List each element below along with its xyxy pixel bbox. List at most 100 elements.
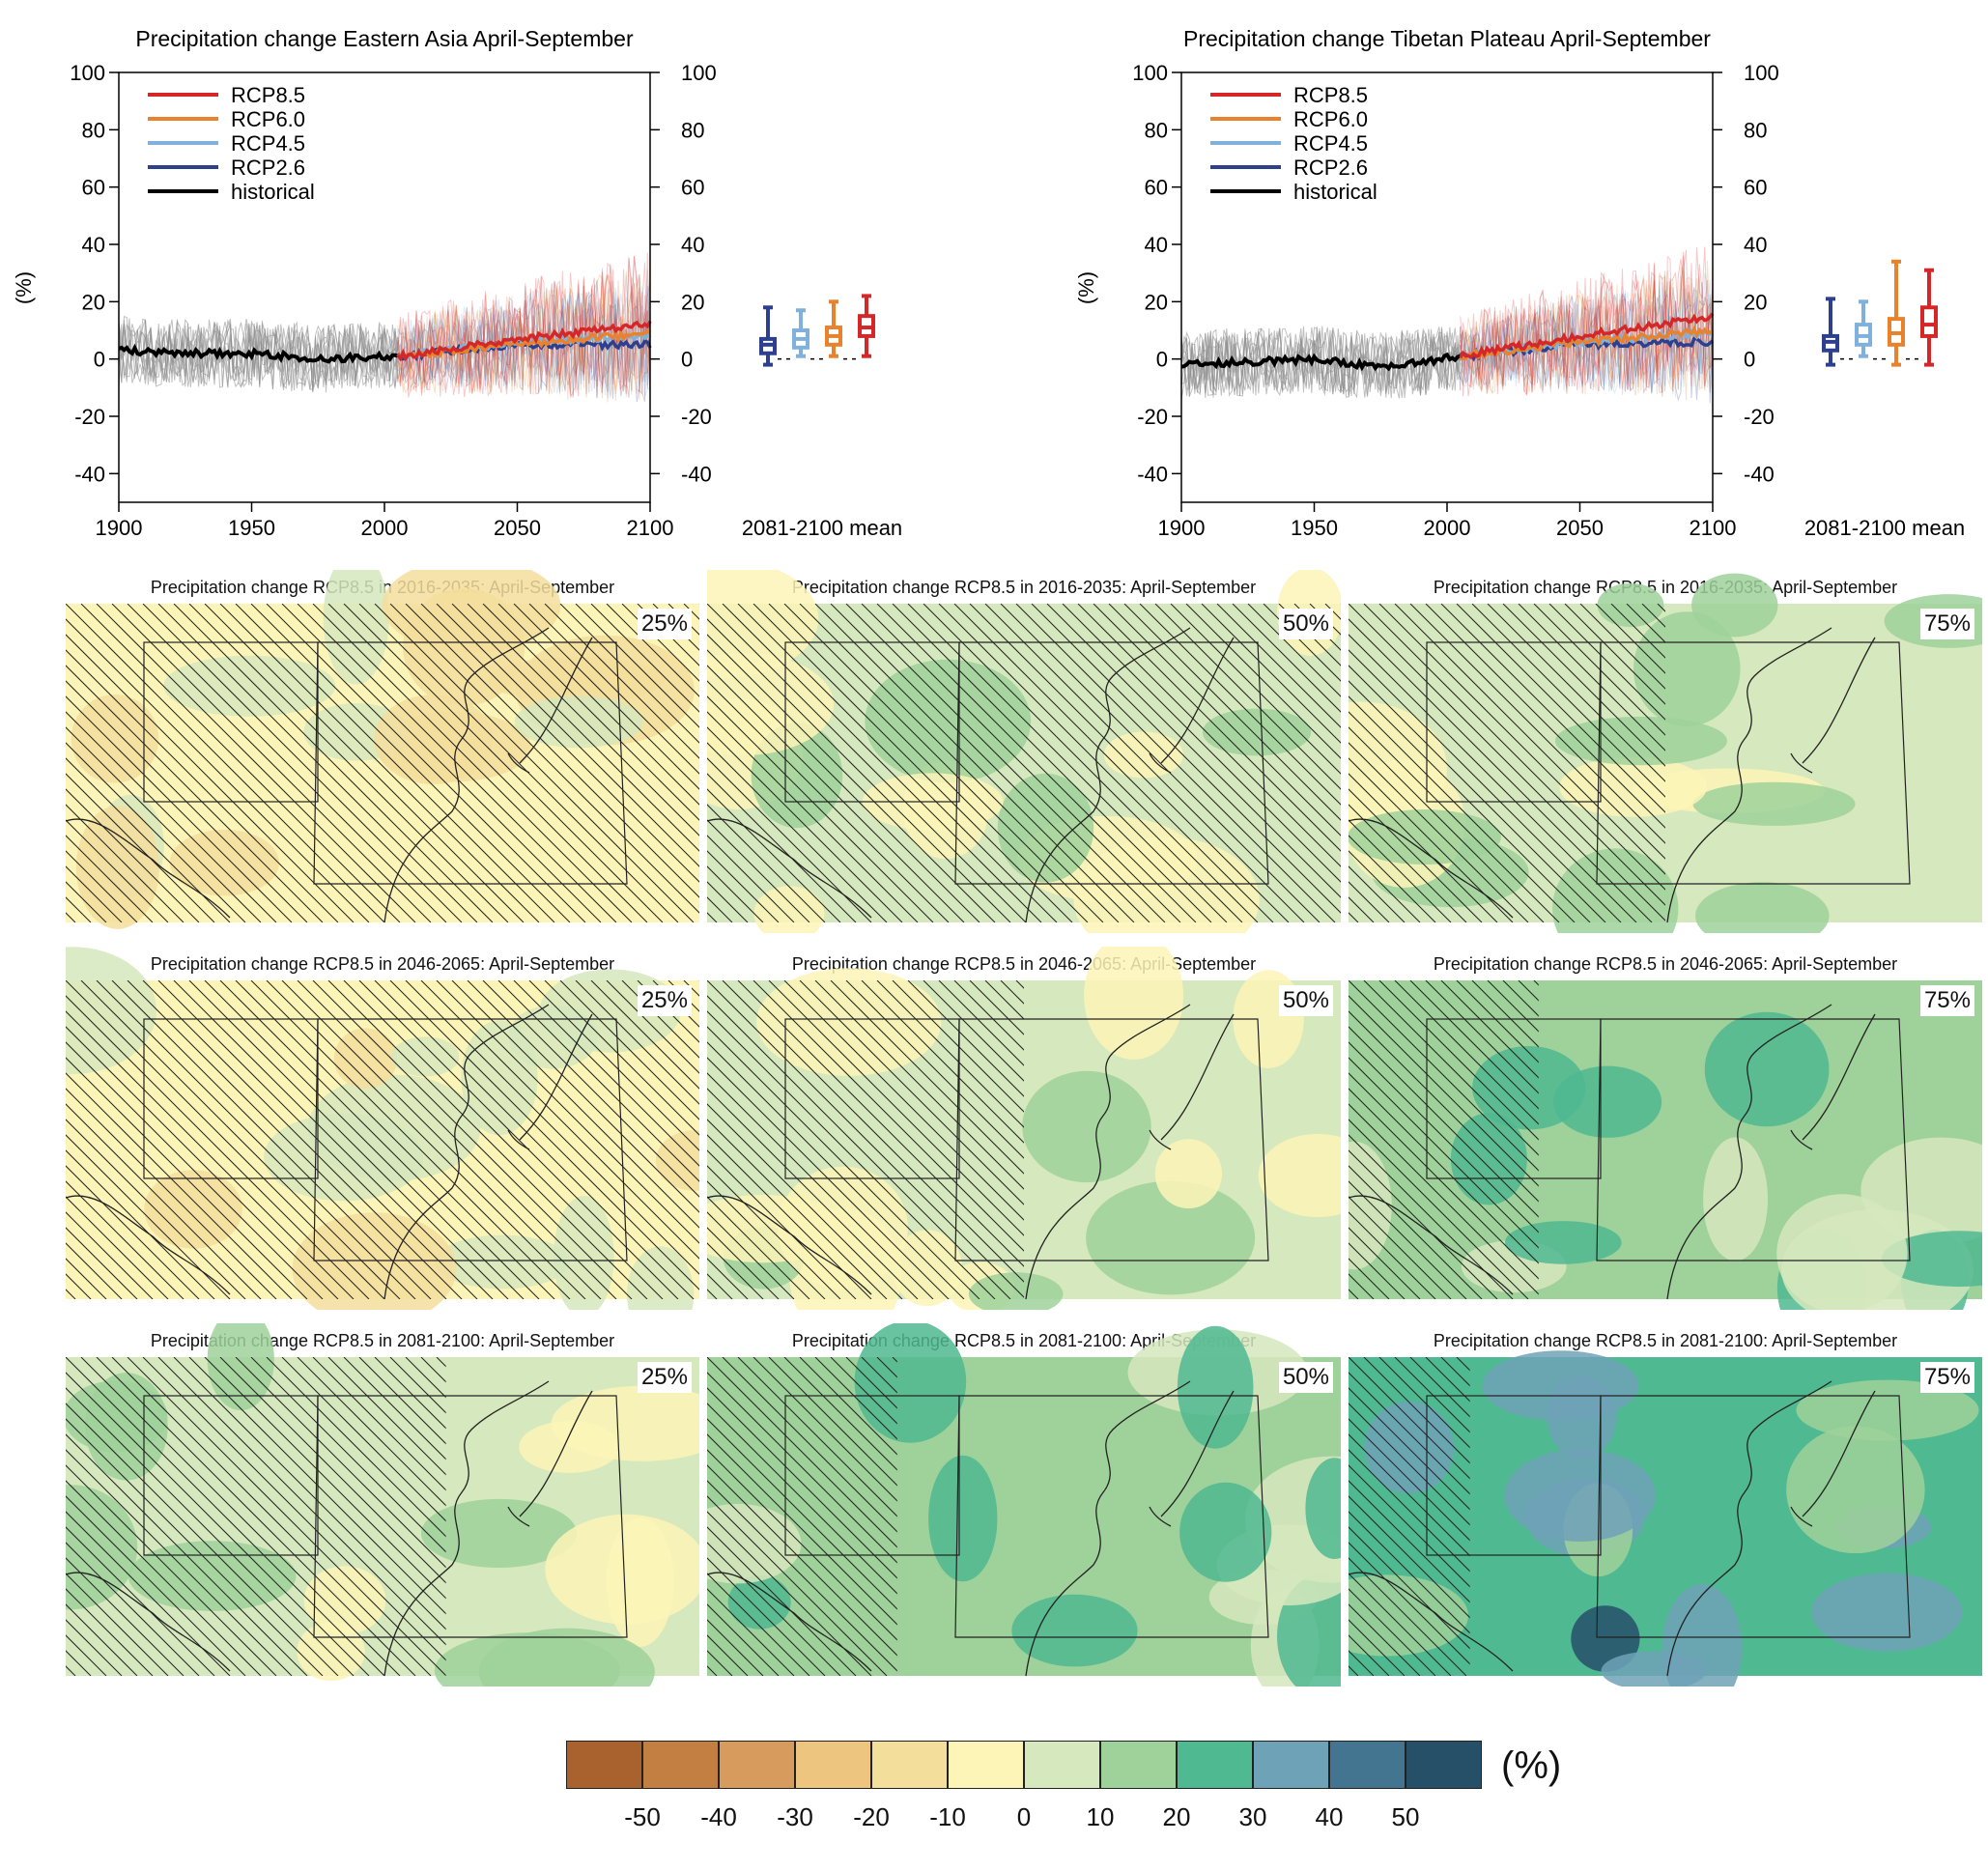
y-tick-label-left: 60 xyxy=(1145,176,1168,200)
hatch-line xyxy=(707,1480,897,1672)
y-tick-label-right: -20 xyxy=(681,405,712,429)
ensemble-member-line xyxy=(397,274,651,398)
map-hatching xyxy=(707,604,1341,922)
hatch-line xyxy=(1409,604,1665,860)
hatch-line xyxy=(1349,1357,1470,1480)
hatch-line xyxy=(830,1357,897,1425)
hatch-line xyxy=(830,604,1150,922)
hatch-line xyxy=(467,604,699,836)
ensemble-member-line xyxy=(1460,276,1714,401)
map-contour-patch xyxy=(323,570,389,685)
hatch-line xyxy=(1349,604,1665,921)
colorbar-swatch xyxy=(871,1741,948,1789)
map-contour-patch xyxy=(434,1632,620,1687)
hatch-line xyxy=(1349,850,1421,922)
coastline xyxy=(383,1004,550,1300)
ensemble-member-line xyxy=(1460,278,1714,398)
hatch-line xyxy=(66,1057,308,1299)
coastline-japan xyxy=(1149,1390,1235,1527)
map-contour-patch xyxy=(303,1566,386,1635)
hatch-line xyxy=(707,819,810,922)
map-contour-patch xyxy=(756,968,942,1076)
map-contour-patch xyxy=(207,1323,274,1411)
hatch-line xyxy=(389,604,699,914)
y-axis-label: (%) xyxy=(12,271,36,304)
hatch-line xyxy=(436,604,699,867)
hatch-line xyxy=(707,1542,841,1676)
coastline-south xyxy=(707,1195,872,1295)
ensemble-member-line xyxy=(397,269,651,393)
hatch-line xyxy=(66,773,215,922)
x-tick-label: 1950 xyxy=(228,516,275,540)
hatch-line xyxy=(1394,1357,1470,1433)
hatch-line xyxy=(66,757,231,922)
series-line-historical xyxy=(1180,352,1462,372)
hatch-line xyxy=(66,1464,277,1676)
hatch-line xyxy=(281,980,602,1299)
y-tick-label-right: 40 xyxy=(681,233,704,257)
ensemble-member-line xyxy=(397,262,651,400)
hatch-line xyxy=(1378,980,1539,1141)
hatch-line xyxy=(923,604,1243,922)
hatch-line xyxy=(66,995,370,1299)
ensemble-member-line xyxy=(397,283,651,396)
hatch-line xyxy=(66,1526,215,1676)
hatch-line xyxy=(66,1433,308,1676)
map-panel: Precipitation change RCP8.5 in 2081-2100… xyxy=(707,1323,1341,1687)
hatch-line xyxy=(1349,1165,1483,1299)
hatch-line xyxy=(66,1227,138,1299)
hatch-line xyxy=(861,980,1024,1144)
ensemble-member-line xyxy=(397,285,651,399)
y-tick-label-left: -40 xyxy=(74,462,105,486)
map-contour-patch xyxy=(1349,1141,1392,1270)
hatch-line xyxy=(707,1010,996,1299)
map-contour-patch xyxy=(519,1421,620,1473)
ensemble-member-line xyxy=(1460,255,1714,395)
y-tick-label-left: 100 xyxy=(70,61,105,85)
hatch-line xyxy=(497,980,699,1182)
hatch-line xyxy=(111,980,432,1299)
y-tick-label-right: 20 xyxy=(1744,290,1767,314)
hatch-line xyxy=(1349,1026,1539,1218)
hatch-line xyxy=(707,1103,903,1299)
ensemble-member-line xyxy=(1460,261,1714,396)
hatch-line xyxy=(707,1449,897,1641)
hatch-line xyxy=(96,1357,416,1676)
map-contour-patch xyxy=(1661,1584,1743,1687)
hatch-line xyxy=(707,850,780,922)
hatch-line xyxy=(66,711,277,922)
hatch-line xyxy=(707,1418,897,1610)
map-canvas xyxy=(707,570,1341,933)
map-contour-patch xyxy=(264,1113,423,1202)
hatch-line xyxy=(127,1357,446,1676)
hatch-line xyxy=(544,604,699,759)
hatch-line xyxy=(1548,604,1665,721)
hatch-line xyxy=(707,1387,897,1579)
percentile-label: 50% xyxy=(1278,985,1333,1016)
coastline-south xyxy=(66,1195,231,1295)
x-tick-label: 1950 xyxy=(1291,516,1338,540)
map-contour-patch xyxy=(1349,1574,1468,1657)
hatch-line xyxy=(1363,980,1539,1156)
hatch-line xyxy=(845,980,1024,1159)
ensemble-member-line xyxy=(1460,246,1714,396)
hatch-line xyxy=(327,604,648,922)
map-title: Precipitation change RCP8.5 in 2081-2100… xyxy=(1433,1331,1898,1350)
hatch-line xyxy=(544,980,699,1136)
hatch-line xyxy=(1015,604,1336,922)
map-title: Precipitation change RCP8.5 in 2046-2065… xyxy=(150,954,615,974)
coastline-south xyxy=(707,818,872,919)
hatch-line xyxy=(737,604,1058,922)
map-hatching xyxy=(707,1357,897,1676)
hatch-line xyxy=(1349,1619,1406,1676)
box-label: 2081-2100 mean xyxy=(742,516,902,540)
hatch-line xyxy=(707,980,1024,1298)
hatch-line xyxy=(876,980,1024,1128)
map-contour-patch xyxy=(1786,1426,1925,1554)
colorbar-tick-label: 50 xyxy=(1391,1802,1420,1831)
hatch-line xyxy=(219,1357,446,1584)
hatch-line xyxy=(1349,711,1560,922)
hatch-line xyxy=(1518,604,1665,751)
map-hatching xyxy=(66,980,699,1299)
hatch-line xyxy=(1349,1433,1470,1557)
